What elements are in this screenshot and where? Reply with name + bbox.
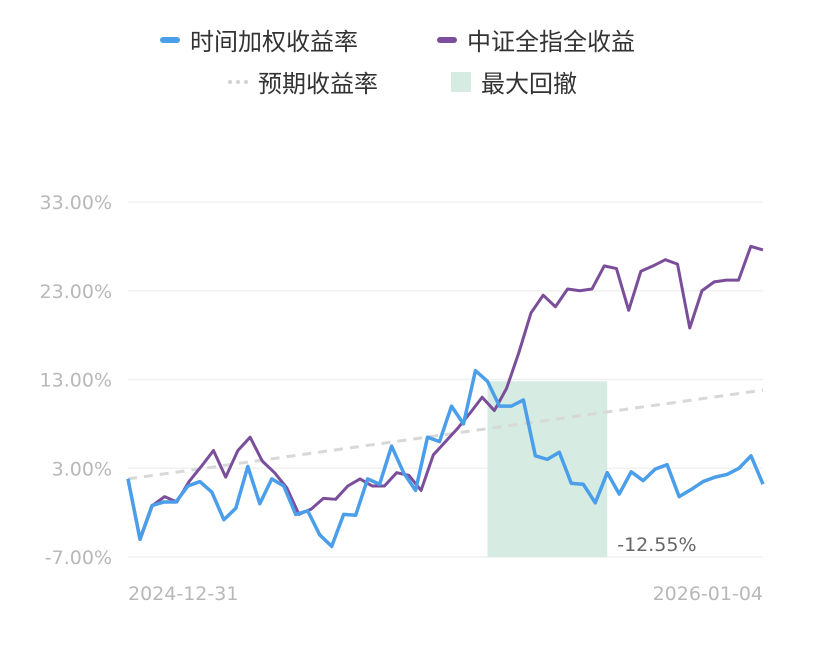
x-start-label: 2024-12-31: [128, 583, 238, 605]
index-return-line: [126, 244, 764, 541]
legend-item-expected[interactable]: 预期收益率: [228, 64, 378, 99]
drawdown-area-group: [487, 381, 608, 557]
x-end-label: 2026-01-04: [653, 583, 763, 605]
expected-return-line: [127, 388, 764, 481]
legend-label-drawdown: 最大回撤: [481, 70, 577, 98]
drawdown-label: -12.55%: [617, 534, 696, 556]
drawdown-area: [487, 381, 608, 557]
y-tick-label: 13.00%: [40, 370, 112, 392]
annotations: -12.55%: [617, 534, 696, 556]
legend-item-drawdown[interactable]: 最大回撤: [451, 64, 577, 99]
y-tick-label: 33.00%: [40, 192, 112, 214]
y-tick-label: 3.00%: [52, 458, 112, 480]
legend-label-index: 中证全指全收益: [467, 28, 635, 56]
legend-label-expected: 预期收益率: [258, 70, 378, 98]
legend-swatch-drawdown: [451, 71, 471, 92]
y-tick-label: 23.00%: [40, 281, 112, 303]
y-tick-label: -7.00%: [45, 547, 112, 569]
x-axis-labels: 2024-12-31 2026-01-04: [128, 583, 763, 605]
legend-swatch-expected: [228, 79, 248, 84]
y-axis-labels: 33.00% 23.00% 13.00% 3.00% -7.00%: [40, 192, 112, 569]
twr-return-line: [126, 368, 765, 549]
legend-swatch-index: [437, 36, 457, 43]
legend-label-twr: 时间加权收益率: [190, 28, 358, 56]
legend-item-twr[interactable]: 时间加权收益率: [160, 22, 358, 57]
legend-item-index[interactable]: 中证全指全收益: [437, 22, 635, 57]
series-lines: [126, 244, 765, 549]
grid-lines: [128, 201, 763, 558]
legend-swatch-twr: [160, 36, 180, 43]
